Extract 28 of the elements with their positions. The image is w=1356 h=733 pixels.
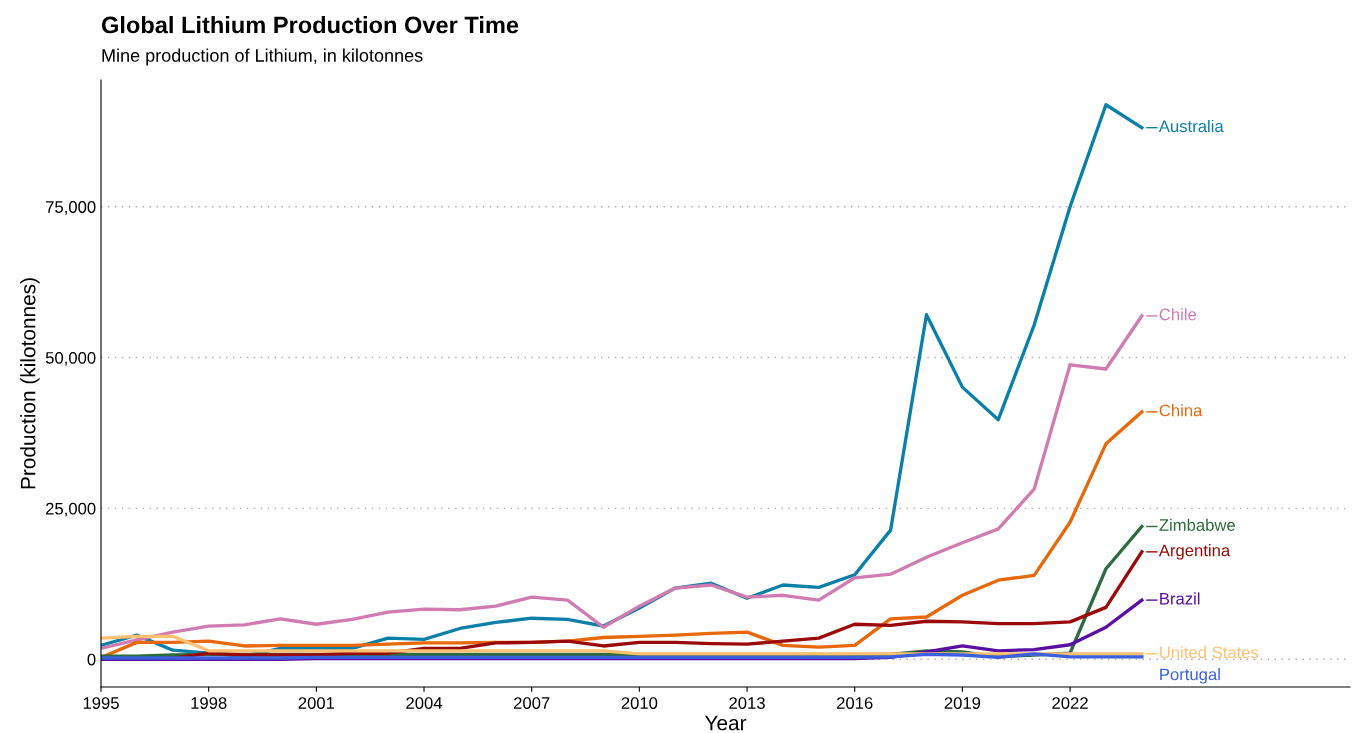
line-series — [101, 634, 1144, 656]
legend-label: Argentina — [1158, 544, 1231, 560]
y-tick-label: 25,000 — [46, 502, 96, 517]
x-tick-label: 2001 — [298, 697, 335, 709]
y-tick-label: 75,000 — [46, 201, 96, 215]
y-tick-label: 0 — [87, 653, 96, 666]
y-tick-label: 50,000 — [45, 351, 96, 366]
x-tick-label: 2010 — [621, 697, 658, 709]
legend-label: Australia — [1158, 119, 1224, 133]
legend-label: United States — [1160, 646, 1259, 659]
line-series — [101, 314, 1144, 651]
legend-label: Brazil — [1160, 592, 1200, 605]
x-tick-label: 2022 — [1052, 697, 1088, 709]
legend-label: Chile — [1159, 308, 1197, 321]
x-tick-label: 2016 — [837, 697, 873, 709]
series-label: Portugal — [1160, 668, 1220, 684]
x-tick-label: 2019 — [944, 697, 981, 709]
x-tick-label: 2007 — [513, 697, 550, 709]
x-tick-label: 2013 — [729, 697, 765, 709]
legend-label: China — [1159, 404, 1203, 417]
x-tick-label: 1995 — [83, 697, 119, 709]
legend-label: Zimbabwe — [1159, 518, 1235, 531]
x-tick-label: 1998 — [191, 697, 227, 709]
y-axis-title: Production (kilotonnes) — [20, 278, 40, 489]
x-tick-label: 2004 — [406, 697, 443, 709]
chart-subtitle: Mine production of Lithium, in kilotonnes — [102, 48, 423, 66]
x-axis-title: Year — [704, 715, 747, 731]
chart-title: Global Lithium Production Over Time — [101, 16, 519, 34]
